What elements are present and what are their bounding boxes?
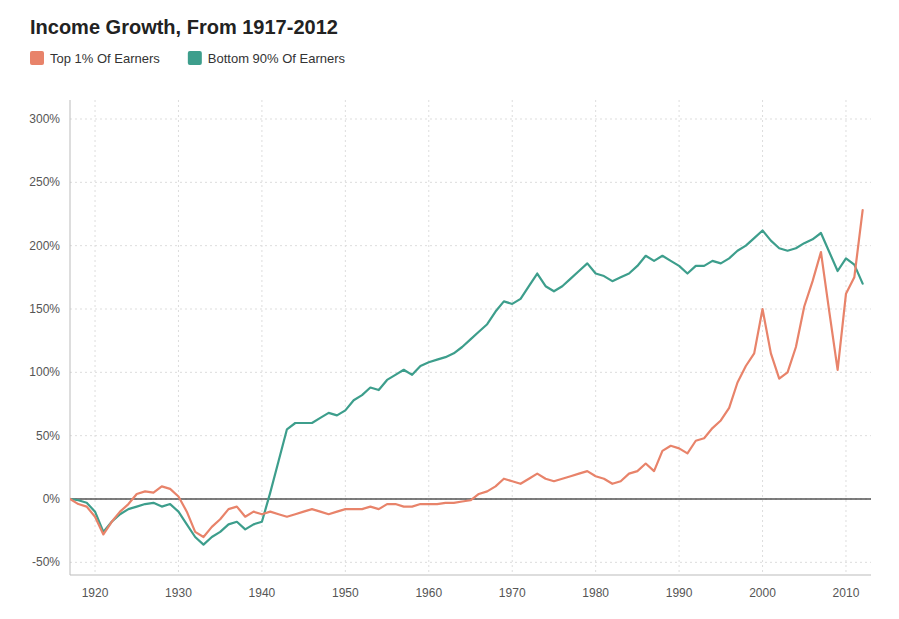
series-line: [70, 210, 863, 537]
chart: Income Growth, From 1917-2012 -50% 0% 50% 10…: [0, 0, 899, 619]
legend: Top 1% Of Earners Bottom 90% Of Earners: [30, 51, 346, 66]
legend-swatch: [30, 51, 44, 65]
legend-label: Bottom 90% Of Earners: [208, 51, 346, 66]
legend-label: Top 1% Of Earners: [50, 51, 160, 66]
x-tick-label: 1940: [249, 586, 276, 600]
series-line: [70, 230, 863, 544]
y-tick-label: 0%: [43, 492, 61, 506]
x-tick-label: 2000: [749, 586, 776, 600]
x-grid-line: [178, 100, 179, 575]
legend-swatch: [188, 51, 202, 65]
x-grid-line: [261, 100, 262, 575]
x-grid-line: [345, 100, 346, 575]
y-axis-line: [70, 100, 71, 575]
x-axis-line: [70, 575, 871, 576]
x-grid-line: [679, 100, 680, 575]
x-grid-line: [845, 100, 846, 575]
y-tick-label: 150%: [29, 302, 60, 316]
y-tick-label: -50%: [32, 555, 60, 569]
y-tick-label: 100%: [29, 365, 60, 379]
x-tick-label: 1970: [499, 586, 526, 600]
y-grid-line: [70, 119, 871, 120]
x-grid-line: [595, 100, 596, 575]
y-tick-label: 200%: [29, 239, 60, 253]
title: Income Growth, From 1917-2012: [30, 16, 338, 38]
y-grid-line: [70, 182, 871, 183]
y-grid-line: [70, 372, 871, 373]
x-tick-label: 1950: [332, 586, 359, 600]
x-tick-label: 1930: [165, 586, 192, 600]
y-grid-line: [70, 309, 871, 310]
y-grid-line: [70, 245, 871, 246]
x-grid-line: [512, 100, 513, 575]
x-tick-label: 1980: [582, 586, 609, 600]
y-tick-label: 50%: [36, 429, 60, 443]
y-tick-label: 250%: [29, 175, 60, 189]
lines: [70, 210, 863, 544]
x-tick-label: 1960: [415, 586, 442, 600]
x-grid-line: [762, 100, 763, 575]
y-grid-line: [70, 435, 871, 436]
x-grid-line: [95, 100, 96, 575]
y-tick-label: 300%: [29, 112, 60, 126]
grid: [70, 100, 871, 575]
x-tick-label: 2010: [833, 586, 860, 600]
axes: -50% 0% 50% 100% 150% 200% 250% 300% 1920 1930 194…: [29, 100, 871, 600]
x-tick-label: 1920: [82, 586, 109, 600]
y-grid-line: [70, 562, 871, 563]
x-tick-label: 1990: [666, 586, 693, 600]
background: [0, 0, 899, 619]
